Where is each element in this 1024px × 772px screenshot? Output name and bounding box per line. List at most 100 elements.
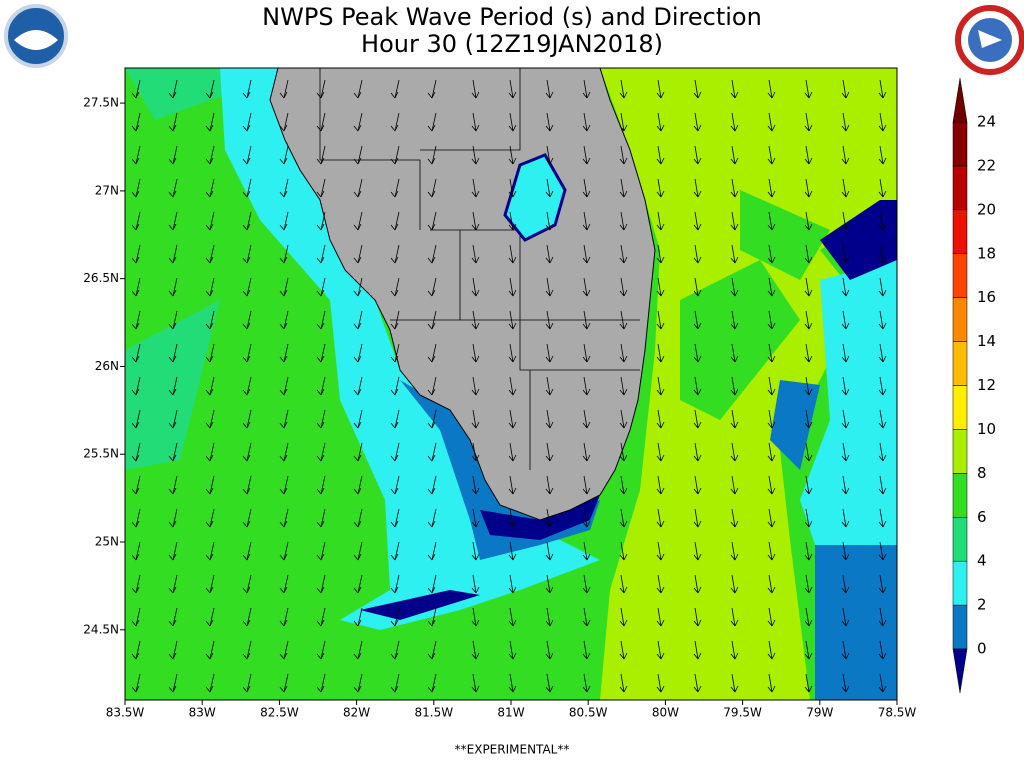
colorbar-tick-label: 14 <box>977 332 996 350</box>
wave-arrow <box>316 112 326 132</box>
wave-arrow <box>427 376 437 396</box>
wave-arrow <box>878 508 887 528</box>
wave-arrow <box>619 211 628 231</box>
wave-arrow <box>242 310 252 330</box>
wave-arrow <box>427 475 437 495</box>
wave-arrow <box>656 508 665 528</box>
y-tick-label: 25N <box>95 535 119 549</box>
wave-arrow <box>582 442 591 462</box>
colorbar-segment <box>952 121 968 167</box>
wave-arrow <box>168 640 178 660</box>
wave-arrow <box>131 112 141 132</box>
wave-arrow <box>656 277 665 297</box>
wave-arrow <box>545 607 554 627</box>
wave-arrow <box>242 79 252 99</box>
colorbar-over <box>952 77 968 123</box>
wave-arrow <box>619 244 628 264</box>
wave-arrow <box>841 508 850 528</box>
wave-arrow <box>353 343 363 363</box>
wave-arrow <box>841 211 850 231</box>
wave-arrow <box>619 442 628 462</box>
wave-arrow <box>279 310 289 330</box>
wave-arrow <box>730 409 739 429</box>
wave-arrow <box>205 574 215 594</box>
wave-arrow <box>353 409 363 429</box>
wave-arrow <box>242 508 252 528</box>
wave-arrow <box>693 145 702 165</box>
wave-arrow <box>545 310 554 330</box>
wave-arrow <box>804 277 813 297</box>
wave-arrow <box>427 310 437 330</box>
wave-arrow <box>205 409 215 429</box>
wave-arrow <box>730 310 739 330</box>
x-tick-label: 79W <box>806 706 833 720</box>
wave-arrow <box>545 211 554 231</box>
colorbar-segment <box>952 209 968 254</box>
wave-arrow <box>353 475 363 495</box>
wave-arrow <box>471 673 480 693</box>
wave-arrow <box>168 607 178 627</box>
wave-arrow <box>353 178 363 198</box>
wave-arrow <box>841 277 850 297</box>
wave-arrow <box>471 475 480 495</box>
wave-arrow <box>390 112 400 132</box>
wave-arrow <box>767 541 776 561</box>
wave-arrow <box>508 442 517 462</box>
wave-arrow <box>767 508 776 528</box>
wave-arrow <box>279 673 289 693</box>
wave-arrow <box>242 145 252 165</box>
wave-arrow <box>390 145 400 165</box>
colorbar-tick-label: 20 <box>977 200 996 218</box>
wave-arrow <box>427 541 437 561</box>
wave-arrow <box>427 244 437 264</box>
wave-arrow <box>353 640 363 660</box>
x-tick-label: 81.5W <box>415 706 454 720</box>
wave-arrow <box>427 145 437 165</box>
wave-arrow <box>168 508 178 528</box>
wave-arrow <box>841 244 850 264</box>
wave-arrow <box>545 376 554 396</box>
wave-arrow <box>131 376 141 396</box>
wave-arrow <box>508 310 517 330</box>
wave-arrow <box>656 310 665 330</box>
wave-arrow <box>316 145 326 165</box>
wave-arrow <box>693 178 702 198</box>
nws-logo <box>955 5 1024 75</box>
wave-arrow <box>730 475 739 495</box>
colorbar-tick-label: 18 <box>977 244 996 262</box>
wave-arrow <box>390 508 400 528</box>
wave-arrow <box>841 574 850 594</box>
wave-arrow <box>316 508 326 528</box>
wave-arrow <box>316 277 326 297</box>
colorbar-tick-label: 4 <box>977 552 987 570</box>
wave-arrow <box>878 376 887 396</box>
wave-arrow <box>693 244 702 264</box>
wave-arrow <box>582 277 591 297</box>
wave-arrow <box>316 343 326 363</box>
wave-arrow <box>545 541 554 561</box>
wave-arrow <box>353 442 363 462</box>
wave-arrow <box>168 244 178 264</box>
wave-arrow <box>427 673 437 693</box>
wave-arrow <box>390 607 400 627</box>
wave-arrow <box>508 376 517 396</box>
y-tick-label: 26.5N <box>83 271 119 285</box>
wave-arrow <box>168 376 178 396</box>
wave-arrow <box>508 409 517 429</box>
wave-arrow <box>693 310 702 330</box>
wave-arrow <box>353 244 363 264</box>
wave-arrow <box>619 112 628 132</box>
wave-arrow <box>168 343 178 363</box>
wave-arrow <box>131 640 141 660</box>
wave-arrow <box>619 343 628 363</box>
wave-arrow <box>878 574 887 594</box>
wave-arrow <box>508 79 517 99</box>
wave-arrow <box>131 277 141 297</box>
wave-arrow <box>168 409 178 429</box>
wave-arrow <box>767 409 776 429</box>
wave-arrow <box>804 145 813 165</box>
wave-arrow <box>693 607 702 627</box>
wave-arrow <box>353 145 363 165</box>
wave-arrow <box>767 475 776 495</box>
wave-arrow <box>390 475 400 495</box>
